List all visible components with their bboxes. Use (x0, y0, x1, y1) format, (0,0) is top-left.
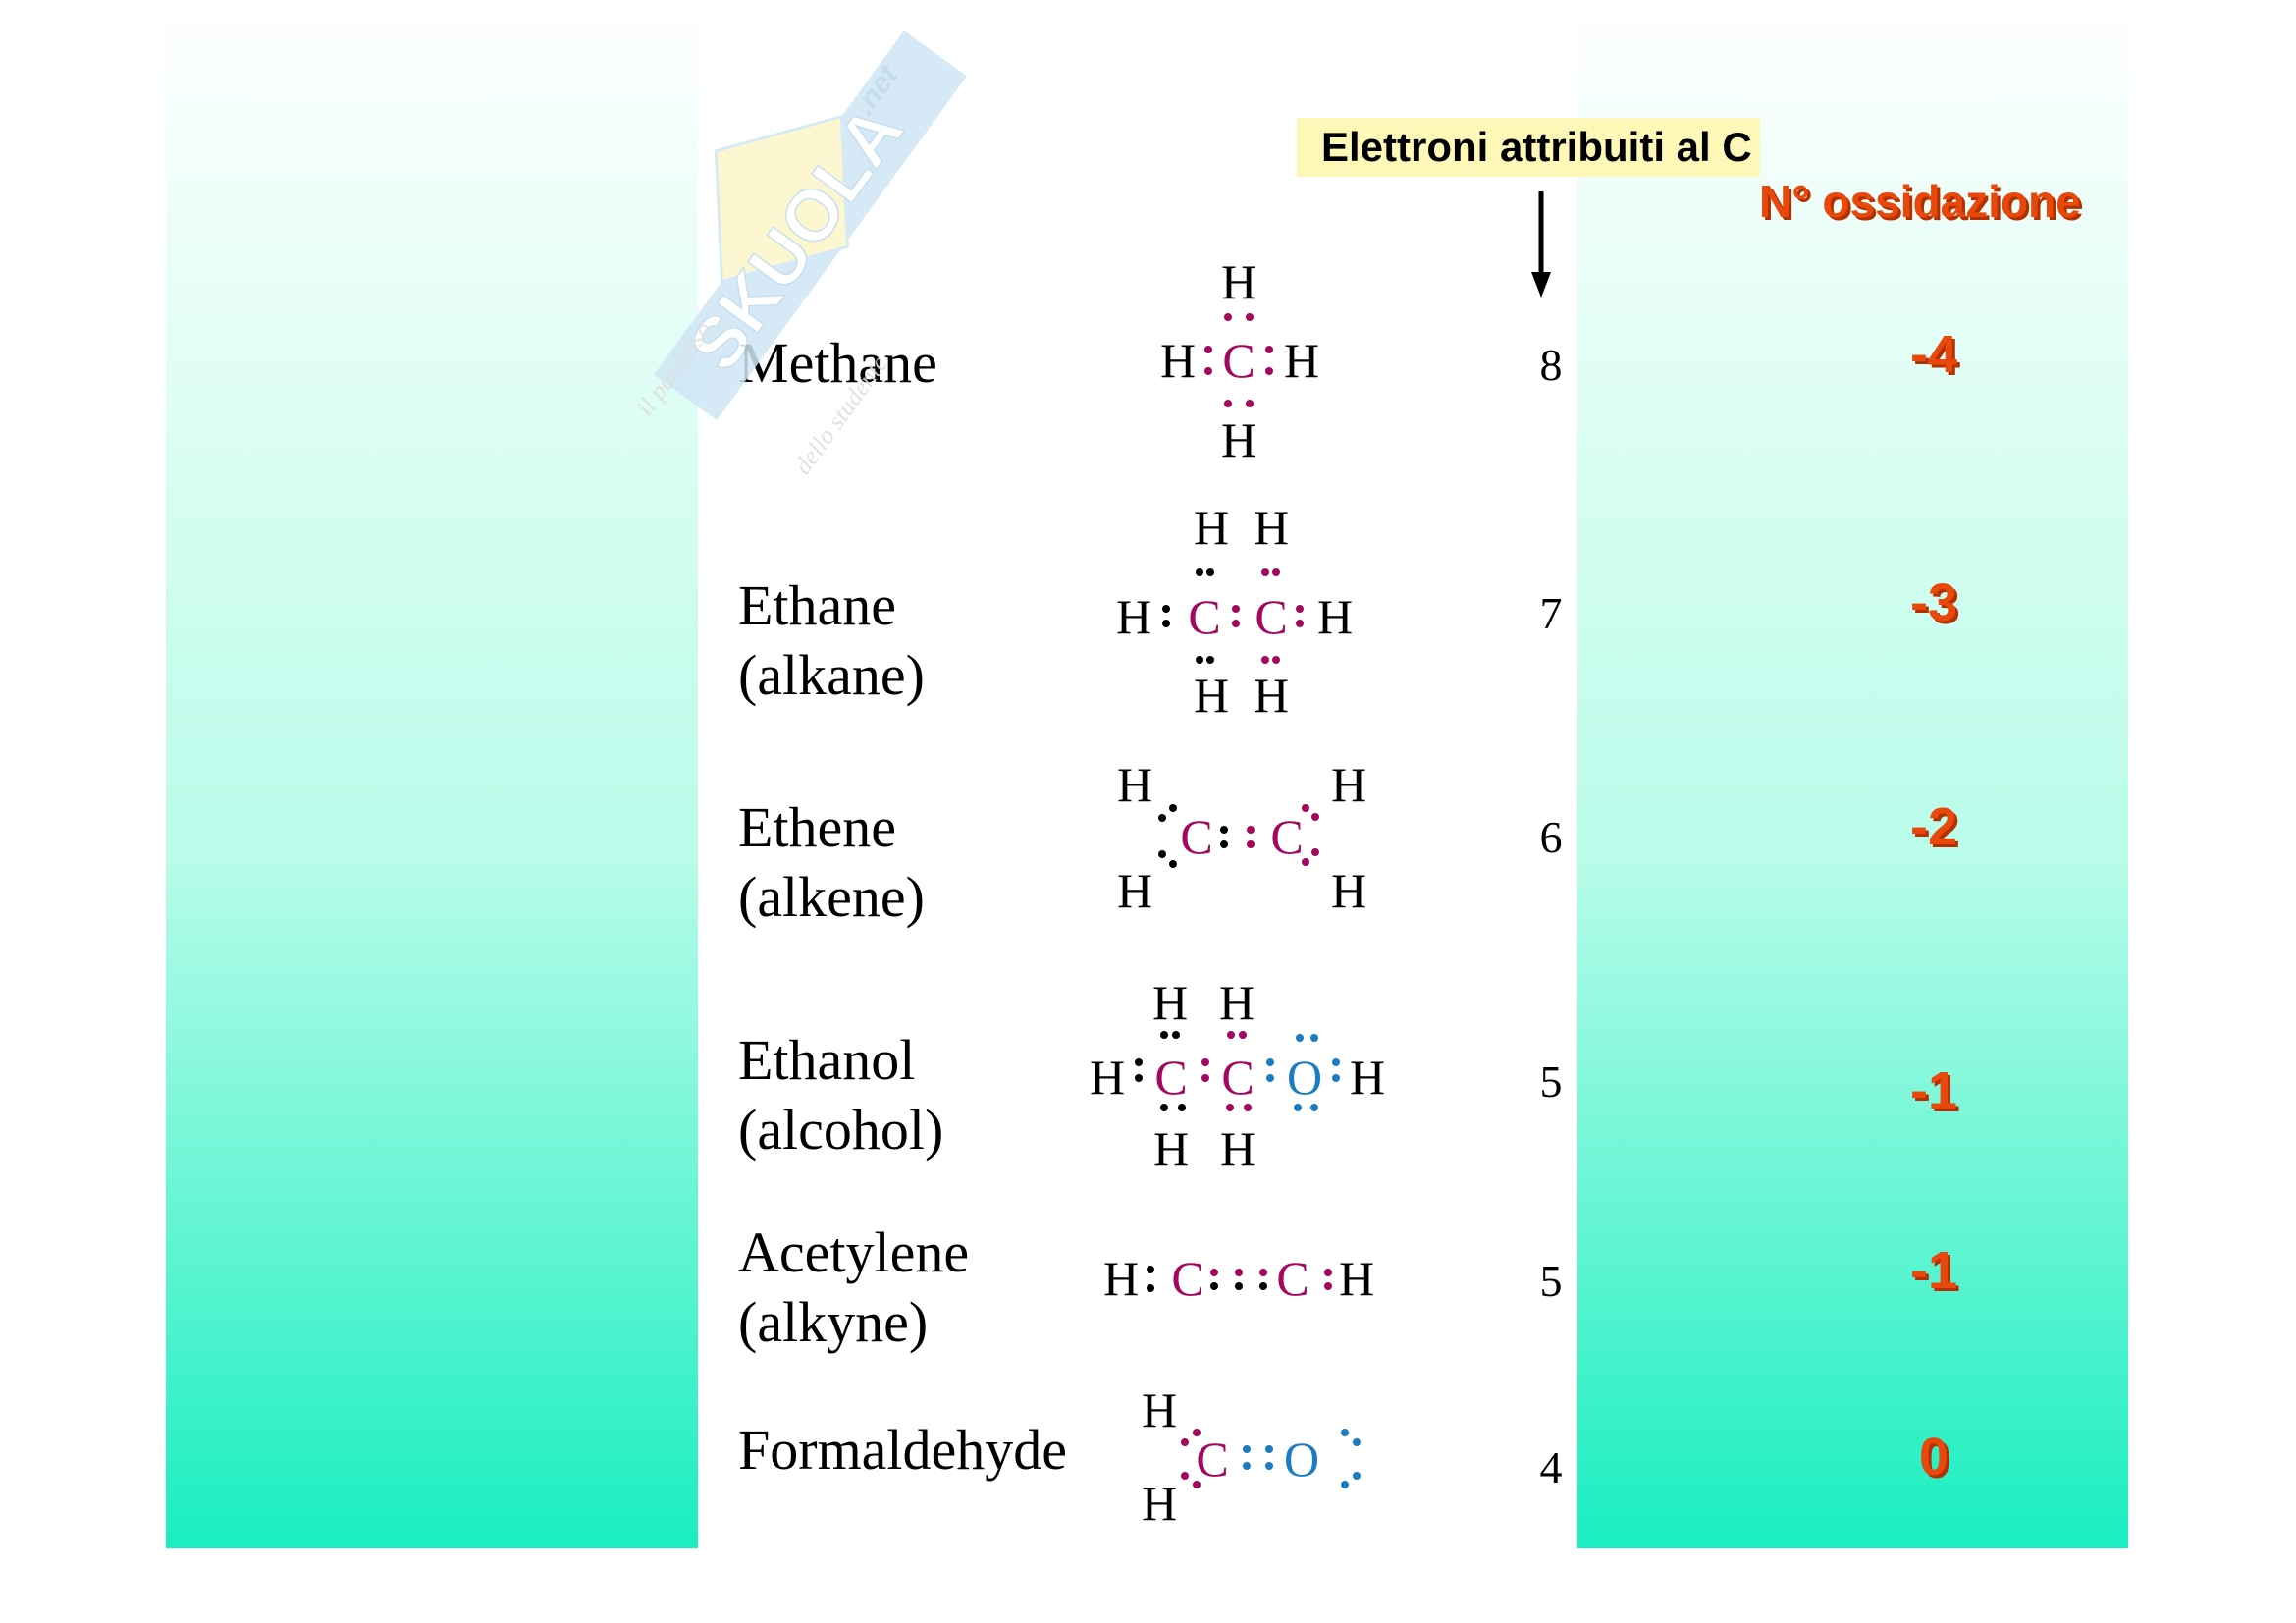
svg-text:dello studente: dello studente (788, 351, 893, 480)
